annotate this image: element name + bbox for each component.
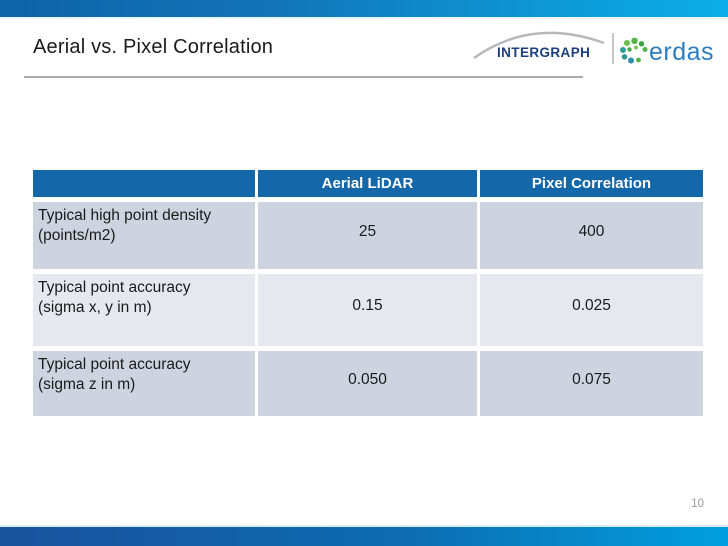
bottom-accent-bar [0, 525, 728, 546]
table-header-aerial-lidar: Aerial LiDAR [258, 170, 477, 197]
row-label-line: (points/m2) [38, 227, 116, 245]
intergraph-swoosh-icon [473, 31, 605, 60]
comparison-table: Aerial LiDAR Pixel Correlation Typical h… [33, 170, 703, 416]
table-row-label: Typical point accuracy (sigma x, y in m) [33, 274, 255, 346]
logo-divider [612, 33, 614, 64]
intergraph-logo: INTERGRAPH [497, 45, 591, 60]
table-value-aerial: 25 [258, 202, 477, 269]
row-label-line: Typical high point density [38, 207, 212, 224]
table-row-label: Typical high point density (points/m2) [33, 202, 255, 269]
title-divider-line [24, 76, 583, 78]
top-accent-bar [0, 0, 728, 19]
table-header-empty [33, 170, 255, 197]
row-label-line: (sigma z in m) [38, 376, 136, 394]
row-label-line: Typical point accuracy [38, 356, 191, 373]
table-row-label: Typical point accuracy (sigma z in m) [33, 351, 255, 416]
table-header-pixel-correlation: Pixel Correlation [480, 170, 703, 197]
table-value-pixel: 0.025 [480, 274, 703, 346]
table-value-aerial: 0.050 [258, 351, 477, 416]
slide-title: Aerial vs. Pixel Correlation [33, 36, 274, 58]
page-number: 10 [691, 498, 704, 510]
row-label-line: (sigma x, y in m) [38, 299, 152, 317]
erdas-logo: erdas [649, 38, 715, 66]
table-value-pixel: 400 [480, 202, 703, 269]
row-label-line: Typical point accuracy [38, 279, 191, 296]
table-value-aerial: 0.15 [258, 274, 477, 346]
table-value-pixel: 0.075 [480, 351, 703, 416]
erdas-globe-icon [620, 37, 648, 64]
